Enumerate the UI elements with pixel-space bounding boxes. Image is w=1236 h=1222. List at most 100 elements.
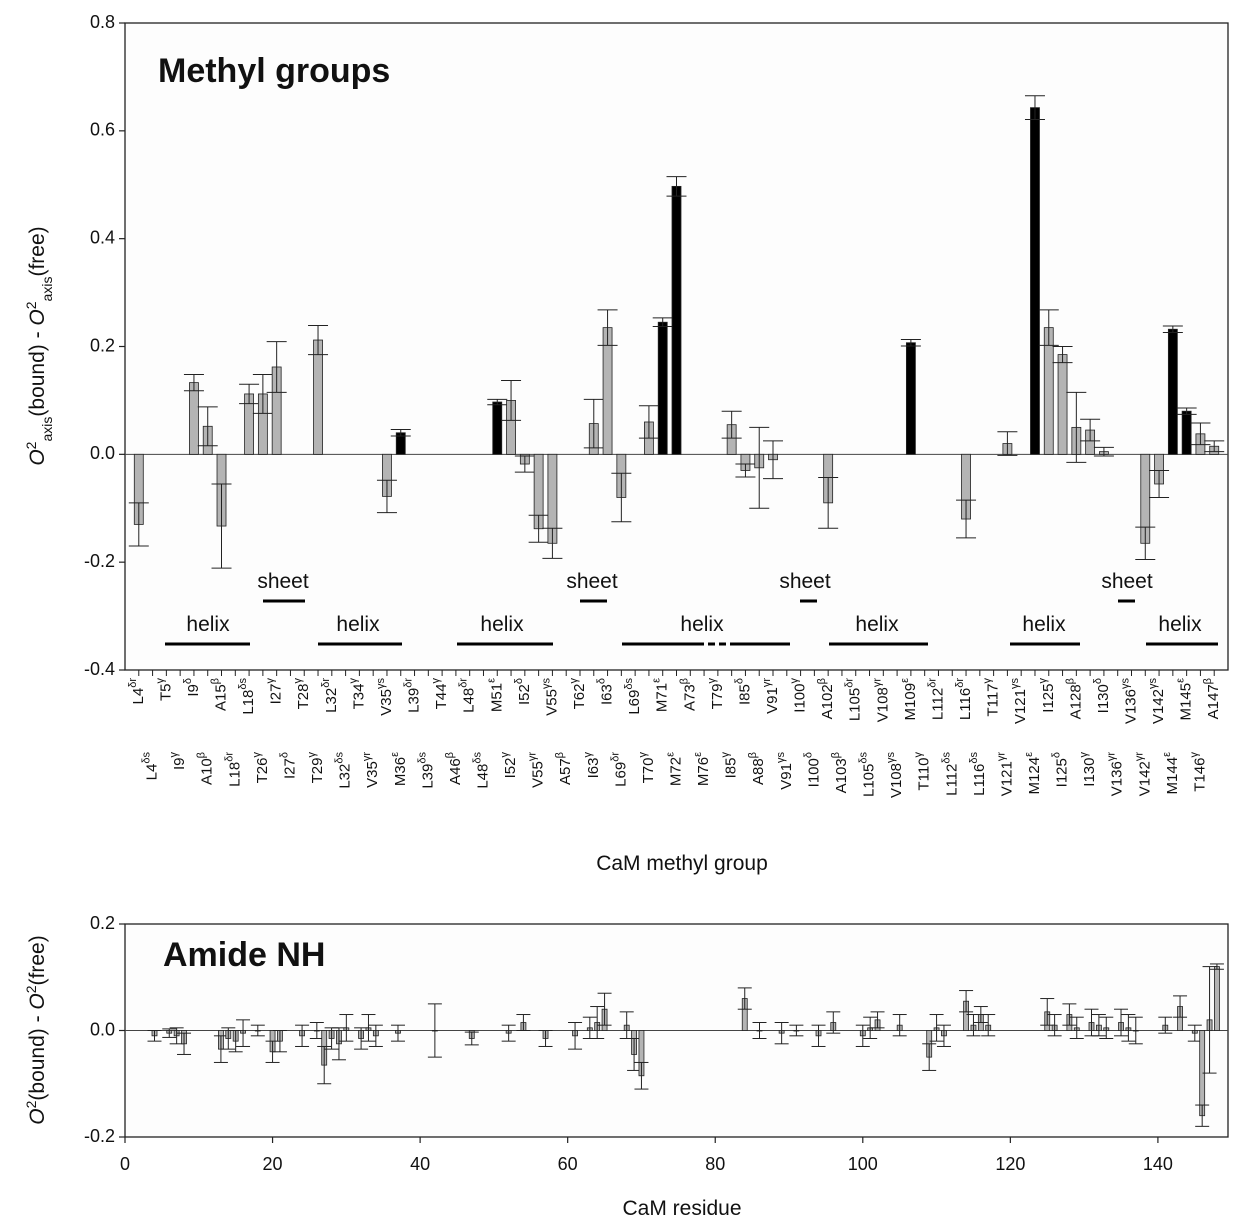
- x-tick-label: M145ε: [1175, 678, 1195, 721]
- x-tick-label: A46β: [444, 752, 464, 785]
- x-tick-label: L32δs: [334, 752, 354, 789]
- x-tick-label: A57β: [554, 752, 574, 785]
- structure-label: helix: [680, 613, 724, 636]
- bar: [1057, 354, 1068, 455]
- x-tick-label: L4δs: [140, 752, 160, 781]
- x-tick-label: V136γs: [1119, 678, 1139, 725]
- x-tick-label: I27γ: [265, 678, 285, 705]
- x-tick-label: V35γs: [375, 678, 395, 716]
- x-tick-label: L48δr: [458, 678, 478, 713]
- x-tick-label: 120: [995, 1154, 1025, 1174]
- bar: [1214, 966, 1220, 1031]
- structure-label: helix: [186, 613, 230, 636]
- x-tick-label: A103β: [830, 752, 850, 793]
- structure-label: sheet: [257, 570, 309, 593]
- structure-label: sheet: [1101, 570, 1153, 593]
- x-tick-label: L48δs: [471, 752, 491, 789]
- x-tick-label: I130γ: [1078, 752, 1098, 787]
- x-tick-label: A10β: [196, 752, 216, 785]
- x-tick-label: 40: [410, 1154, 430, 1174]
- y-tick-label: 0.0: [90, 443, 115, 463]
- bar: [492, 401, 503, 455]
- x-tick-label: L116δs: [968, 752, 988, 796]
- x-tick-label: T44γ: [430, 678, 450, 710]
- bar: [657, 321, 668, 455]
- y-axis-title: O2axis(bound) - O2axis(free): [23, 226, 55, 465]
- x-tick-label: I100δ: [802, 752, 822, 787]
- x-tick-label: T34γ: [347, 678, 367, 710]
- x-tick-label: A15β: [209, 678, 229, 711]
- x-tick-label: M71ε: [651, 678, 671, 712]
- x-tick-label: M72ε: [664, 752, 684, 786]
- x-tick-label: T117γ: [982, 678, 1002, 717]
- y-axis-title: O2(bound) - O2(free): [23, 935, 49, 1125]
- chart-title: Amide NH: [163, 936, 325, 974]
- y-tick-label: -0.2: [84, 551, 115, 571]
- bar: [1181, 410, 1192, 455]
- x-tick-label: L112δs: [940, 752, 960, 796]
- x-tick-label: I52γ: [499, 752, 519, 779]
- x-tick-label: A147β: [1202, 678, 1222, 719]
- x-tick-label: T62γ: [568, 678, 588, 710]
- y-tick-label: -0.2: [84, 1126, 115, 1146]
- y-tick-label: 0.4: [90, 227, 115, 247]
- x-tick-label: V35γr: [361, 752, 381, 788]
- x-tick-label: T110γ: [913, 752, 933, 791]
- x-tick-label: I9γ: [168, 752, 188, 771]
- x-tick-label: I125δ: [1050, 752, 1070, 787]
- x-tick-label: M144ε: [1161, 752, 1181, 795]
- x-tick-label: V136γr: [1106, 752, 1126, 797]
- bar: [313, 339, 323, 455]
- bar: [189, 382, 199, 455]
- structure-label: helix: [1158, 613, 1202, 636]
- x-tick-label: V121γs: [1009, 678, 1029, 725]
- y-tick-label: 0.8: [90, 12, 115, 32]
- x-tick-label: 20: [263, 1154, 283, 1174]
- x-tick-label: V142γs: [1147, 678, 1167, 725]
- bar: [671, 185, 682, 455]
- x-tick-label: 140: [1143, 1154, 1173, 1174]
- x-tick-label: V91γr: [761, 678, 781, 714]
- structure-label: sheet: [566, 570, 618, 593]
- x-tick-label: L105δr: [844, 678, 864, 721]
- x-axis-title: CaM residue: [622, 1197, 741, 1220]
- x-tick-label: V121γr: [995, 752, 1015, 797]
- structure-label: helix: [1022, 613, 1066, 636]
- x-tick-label: T146γ: [1188, 752, 1208, 792]
- bar: [1167, 328, 1178, 455]
- x-tick-label: I85δ: [733, 678, 753, 705]
- x-tick-label: I63δ: [595, 678, 615, 705]
- structure-label: helix: [855, 613, 899, 636]
- x-tick-label: M36ε: [389, 752, 409, 786]
- x-tick-label: T5γ: [154, 678, 174, 702]
- x-tick-label: L112δr: [926, 678, 946, 720]
- x-tick-label: L32δr: [320, 678, 340, 713]
- x-tick-label: L69δr: [609, 752, 629, 787]
- bar: [1043, 327, 1054, 455]
- structure-label: sheet: [779, 570, 831, 593]
- x-tick-label: 100: [848, 1154, 878, 1174]
- y-tick-label: 0.2: [90, 335, 115, 355]
- x-tick-label: A88β: [747, 752, 767, 785]
- x-tick-label: V91γs: [775, 752, 795, 790]
- x-tick-label: A128β: [1064, 678, 1084, 719]
- x-tick-label: T29γ: [306, 752, 326, 784]
- x-tick-label: I52δ: [513, 678, 533, 705]
- x-tick-label: M109ε: [899, 678, 919, 721]
- x-tick-label: L116δr: [954, 678, 974, 720]
- x-tick-label: V55γs: [540, 678, 560, 716]
- x-tick-label: L39δr: [402, 678, 422, 713]
- x-tick-label: T79γ: [706, 678, 726, 710]
- structure-label: helix: [336, 613, 380, 636]
- bar: [602, 327, 613, 455]
- x-tick-label: L18δs: [237, 678, 257, 715]
- x-tick-label: M51ε: [485, 678, 505, 712]
- x-tick-label: 60: [558, 1154, 578, 1174]
- x-tick-label: L69δs: [623, 678, 643, 715]
- x-tick-label: A102β: [816, 678, 836, 719]
- x-tick-label: M76ε: [692, 752, 712, 786]
- bar: [905, 342, 916, 455]
- chart-title: Methyl groups: [158, 52, 390, 90]
- x-tick-label: I27δ: [278, 752, 298, 779]
